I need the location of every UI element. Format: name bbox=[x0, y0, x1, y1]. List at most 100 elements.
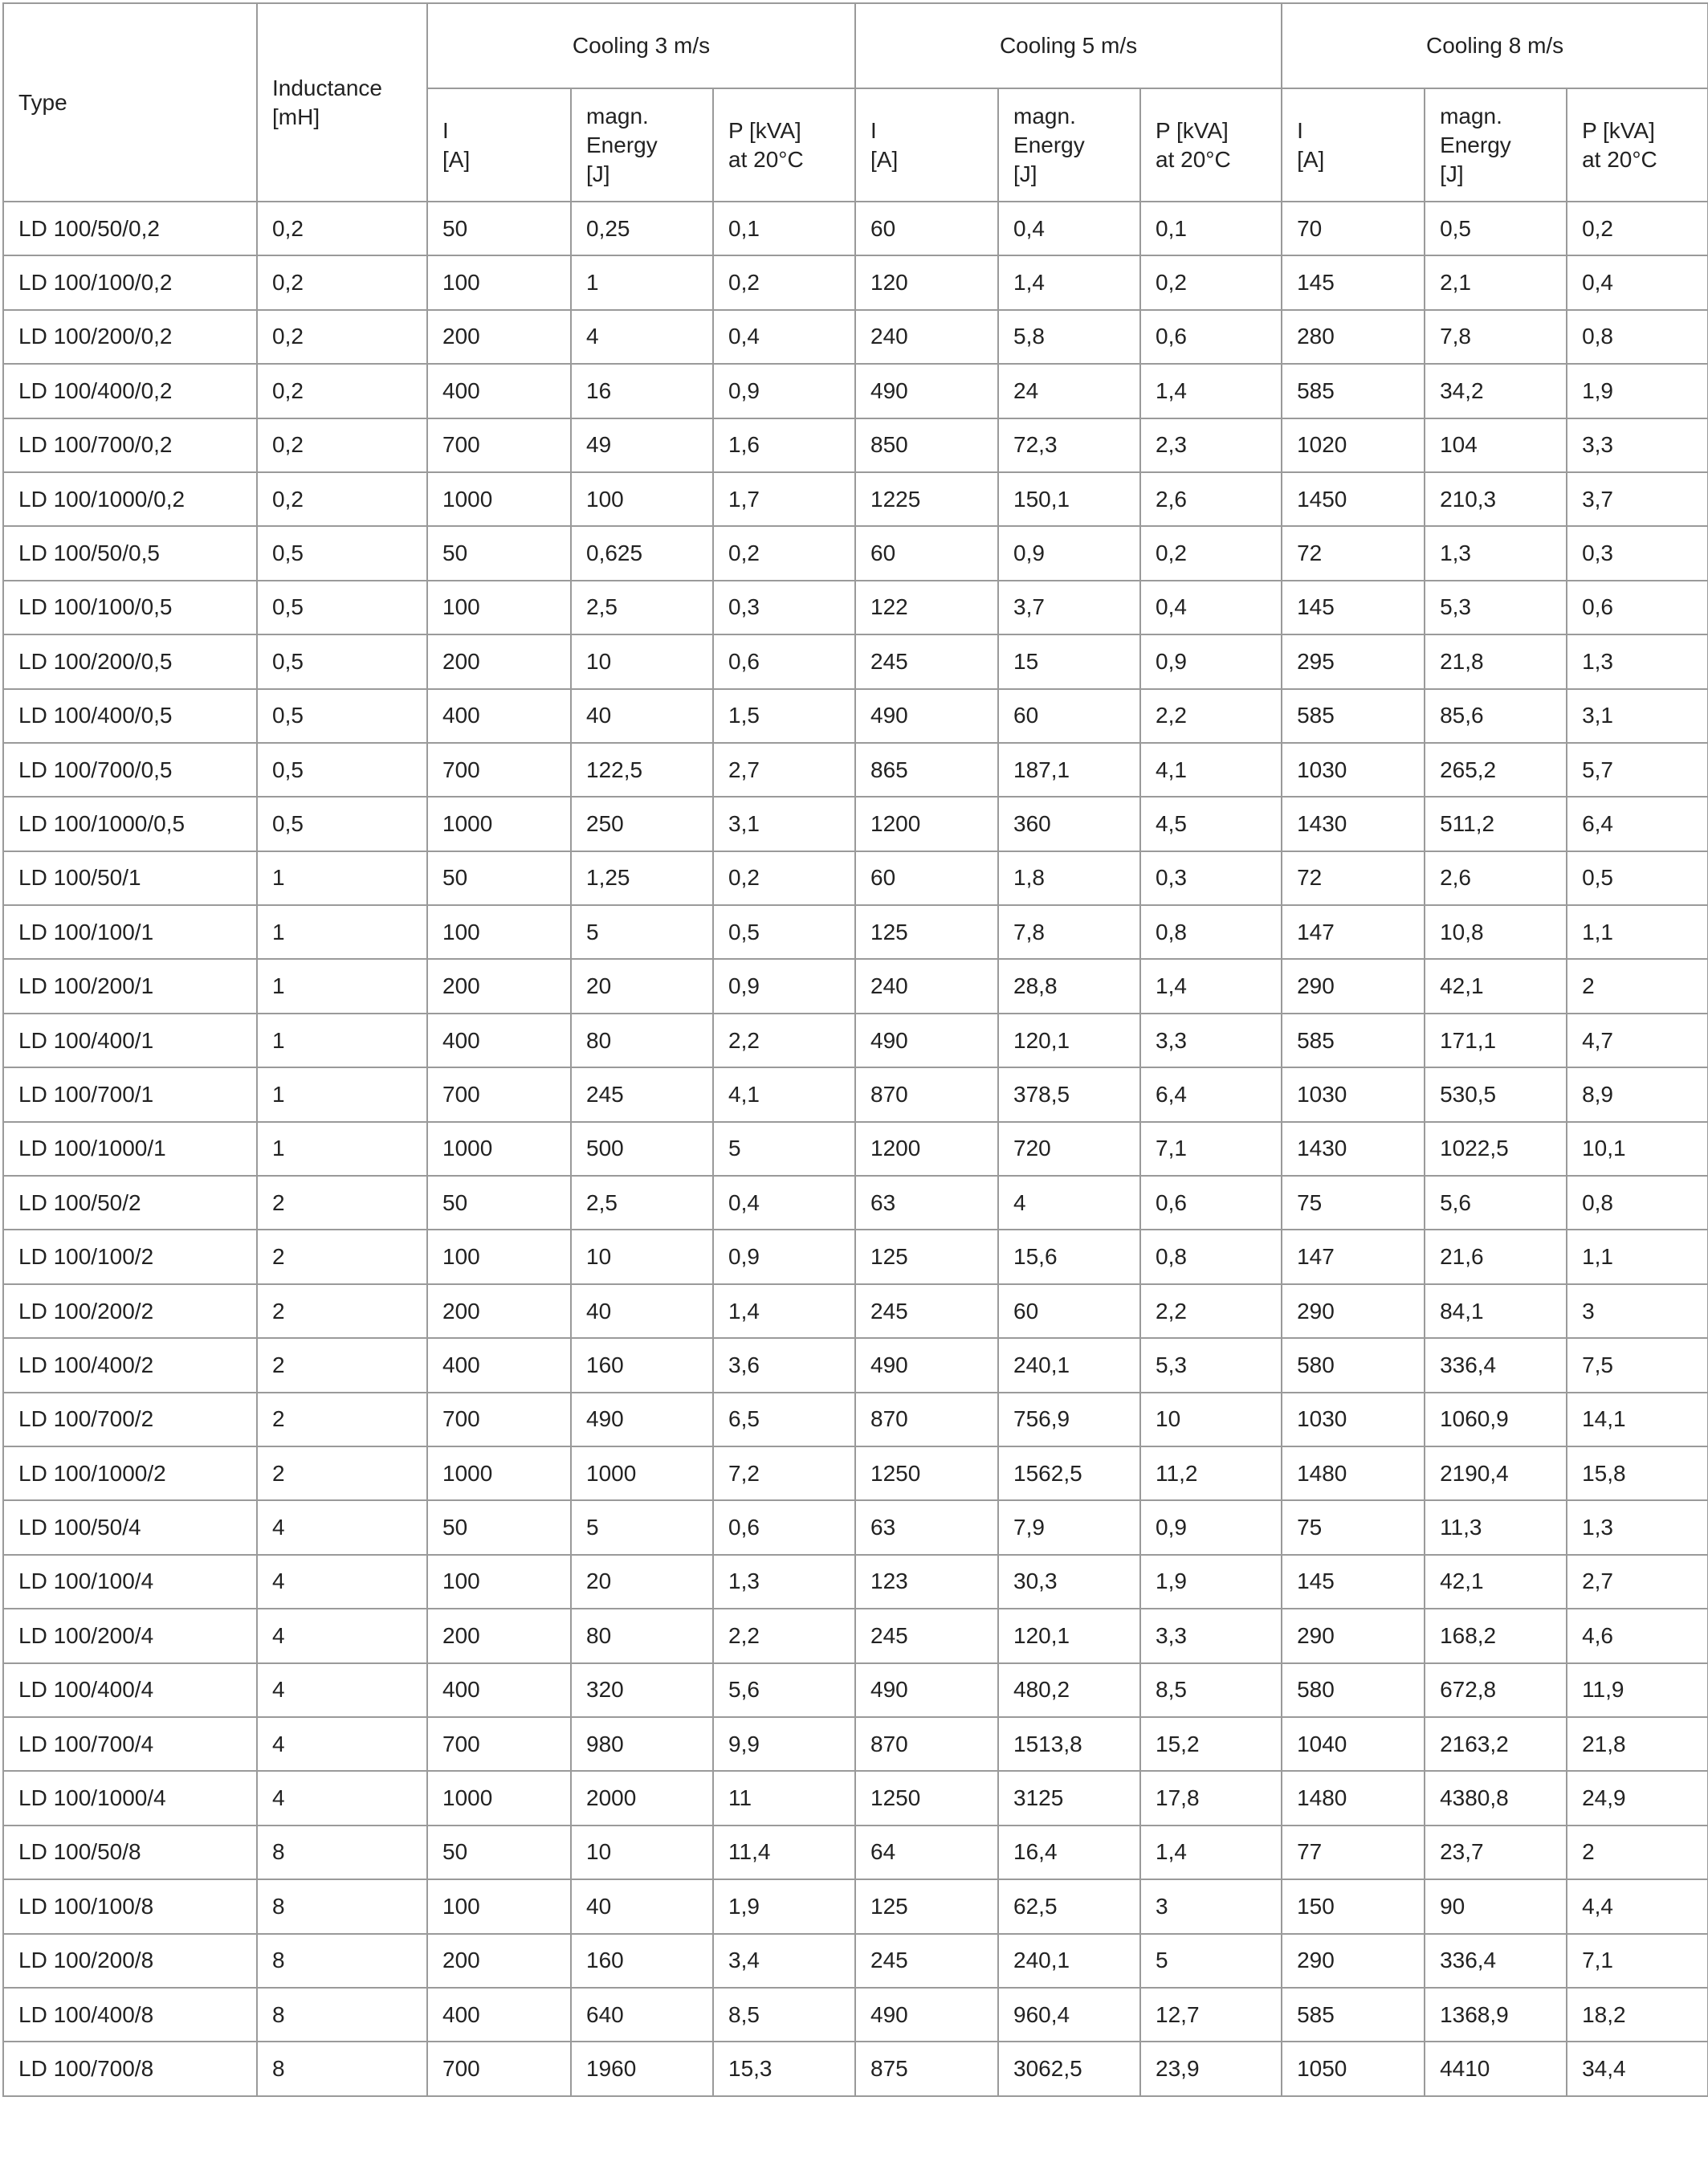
table-cell: 1225 bbox=[854, 471, 1000, 528]
table-cell: 2,6 bbox=[1424, 850, 1568, 907]
table-cell: 336,4 bbox=[1424, 1932, 1568, 1989]
table-cell: 400 bbox=[426, 363, 572, 419]
table-cell: 1000 bbox=[426, 796, 572, 852]
table-cell: 1,4 bbox=[1139, 958, 1283, 1014]
table-cell: 6,4 bbox=[1566, 796, 1708, 852]
table-cell: 245 bbox=[854, 1932, 1000, 1989]
table-cell: 0,2 bbox=[256, 255, 428, 311]
table-cell: 360 bbox=[997, 796, 1142, 852]
table-cell: 168,2 bbox=[1424, 1608, 1568, 1664]
table-cell: 870 bbox=[854, 1391, 1000, 1447]
group-header: Cooling 8 m/s bbox=[1281, 2, 1708, 89]
table-cell: 10 bbox=[570, 1824, 714, 1881]
table-cell: 70 bbox=[1281, 200, 1426, 257]
table-cell: 378,5 bbox=[997, 1067, 1142, 1123]
table-cell: 63 bbox=[854, 1499, 1000, 1556]
table-cell: 1,3 bbox=[1566, 1499, 1708, 1556]
table-cell: 585 bbox=[1281, 687, 1426, 744]
table-cell: 290 bbox=[1281, 1932, 1426, 1989]
table-cell: 3 bbox=[1566, 1283, 1708, 1340]
table-cell: 4 bbox=[256, 1553, 428, 1610]
table-cell: 480,2 bbox=[997, 1662, 1142, 1718]
table-cell: 0,6 bbox=[711, 634, 857, 690]
table-cell: 1,4 bbox=[1139, 1824, 1283, 1881]
table-cell: 320 bbox=[570, 1662, 714, 1718]
table-cell: 400 bbox=[426, 1662, 572, 1718]
table-cell: 0,5 bbox=[256, 796, 428, 852]
table-cell: LD 100/200/2 bbox=[2, 1283, 258, 1340]
table-cell: 0,5 bbox=[256, 634, 428, 690]
table-cell: 3,4 bbox=[711, 1932, 857, 1989]
table-cell: 34,2 bbox=[1424, 363, 1568, 419]
table-row: LD 100/200/0,2 0,2 200 4 0,4 240 5,8 0,6 280 7,8 0… bbox=[2, 308, 1708, 365]
table-cell: 145 bbox=[1281, 255, 1426, 311]
table-cell: 0,4 bbox=[997, 200, 1142, 257]
table-cell: 0,4 bbox=[1566, 255, 1708, 311]
table-cell: 0,8 bbox=[1566, 308, 1708, 365]
table-cell: 1030 bbox=[1281, 1067, 1426, 1123]
table-cell: 0,5 bbox=[1566, 850, 1708, 907]
table-cell: 120,1 bbox=[997, 1608, 1142, 1664]
table-cell: 1,6 bbox=[711, 417, 857, 473]
table-cell: LD 100/50/2 bbox=[2, 1175, 258, 1231]
table-cell: 672,8 bbox=[1424, 1662, 1568, 1718]
table-row: LD 100/400/1 1 400 80 2,2 490 120,1 3,3 585 171,1… bbox=[2, 1012, 1708, 1069]
table-cell: 2 bbox=[1566, 958, 1708, 1014]
table-cell: 9,9 bbox=[711, 1715, 857, 1772]
table-cell: 2 bbox=[256, 1445, 428, 1502]
table-cell: 2190,4 bbox=[1424, 1445, 1568, 1502]
table-cell: LD 100/1000/0,5 bbox=[2, 796, 258, 852]
table-cell: 2,1 bbox=[1424, 255, 1568, 311]
table-cell: 2,2 bbox=[711, 1608, 857, 1664]
table-cell: LD 100/1000/1 bbox=[2, 1120, 258, 1177]
header-cell: Type bbox=[2, 2, 258, 202]
table-cell: 490 bbox=[854, 687, 1000, 744]
table-cell: 1020 bbox=[1281, 417, 1426, 473]
table-cell: 2,7 bbox=[1566, 1553, 1708, 1610]
table-cell: 120,1 bbox=[997, 1012, 1142, 1069]
table-cell: 490 bbox=[854, 1986, 1000, 2043]
table-cell: 0,5 bbox=[256, 741, 428, 798]
table-cell: LD 100/1000/2 bbox=[2, 1445, 258, 1502]
table-cell: 240 bbox=[854, 958, 1000, 1014]
table-cell: 0,3 bbox=[1566, 525, 1708, 581]
table-cell: 336,4 bbox=[1424, 1337, 1568, 1393]
table-cell: 700 bbox=[426, 1067, 572, 1123]
table-cell: 40 bbox=[570, 1879, 714, 1935]
table-cell: 2,5 bbox=[570, 1175, 714, 1231]
table-cell: 21,6 bbox=[1424, 1229, 1568, 1285]
table-cell: 490 bbox=[854, 363, 1000, 419]
table-cell: 1 bbox=[570, 255, 714, 311]
table-cell: 40 bbox=[570, 1283, 714, 1340]
table-cell: 23,7 bbox=[1424, 1824, 1568, 1881]
table-cell: 0,3 bbox=[711, 579, 857, 636]
table-cell: 400 bbox=[426, 1012, 572, 1069]
table-cell: 4 bbox=[256, 1662, 428, 1718]
table-cell: 2 bbox=[256, 1283, 428, 1340]
table-cell: 1,7 bbox=[711, 471, 857, 528]
table-cell: 7,5 bbox=[1566, 1337, 1708, 1393]
table-cell: 3125 bbox=[997, 1770, 1142, 1826]
table-cell: 4,5 bbox=[1139, 796, 1283, 852]
table-row: LD 100/400/8 8 400 640 8,5 490 960,4 12,7 585 136… bbox=[2, 1986, 1708, 2043]
table-cell: 50 bbox=[426, 1175, 572, 1231]
table-cell: 2 bbox=[1566, 1824, 1708, 1881]
table-cell: 7,9 bbox=[997, 1499, 1142, 1556]
table-cell: 42,1 bbox=[1424, 1553, 1568, 1610]
table-cell: 0,8 bbox=[1139, 1229, 1283, 1285]
table-cell: 150,1 bbox=[997, 471, 1142, 528]
table-cell: 100 bbox=[426, 579, 572, 636]
table-cell: LD 100/200/8 bbox=[2, 1932, 258, 1989]
table-cell: 0,4 bbox=[711, 1175, 857, 1231]
table-cell: 100 bbox=[426, 904, 572, 961]
table-cell: 5 bbox=[570, 904, 714, 961]
table-cell: 290 bbox=[1281, 1608, 1426, 1664]
table-cell: 11,2 bbox=[1139, 1445, 1283, 1502]
table-cell: 50 bbox=[426, 200, 572, 257]
table-cell: 200 bbox=[426, 308, 572, 365]
table-cell: 265,2 bbox=[1424, 741, 1568, 798]
table-cell: 490 bbox=[854, 1012, 1000, 1069]
table-cell: 3,6 bbox=[711, 1337, 857, 1393]
table-cell: 1000 bbox=[426, 1120, 572, 1177]
